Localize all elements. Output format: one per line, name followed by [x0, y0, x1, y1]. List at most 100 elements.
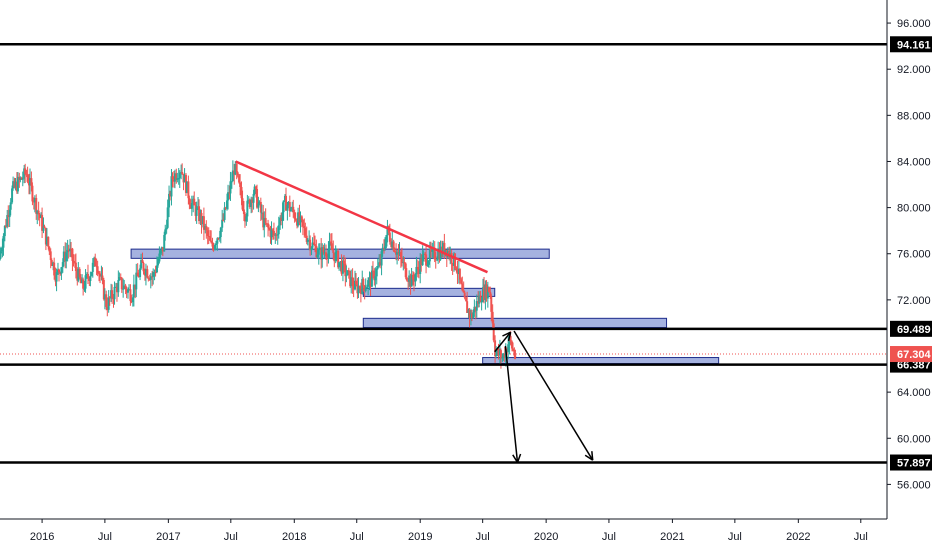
- x-tick-label: Jul: [854, 531, 868, 543]
- candle-body: [115, 286, 118, 293]
- candle-body: [222, 219, 225, 221]
- candle-body: [105, 294, 108, 307]
- candle-body: [422, 253, 425, 255]
- candle-body: [108, 297, 111, 299]
- candle-body: [110, 290, 113, 299]
- candle-body: [373, 270, 376, 281]
- x-tick-label: 2021: [660, 531, 684, 543]
- candle-body: [381, 247, 384, 252]
- candle-body: [111, 290, 114, 299]
- candle-body: [483, 287, 486, 300]
- candle-body: [380, 251, 383, 266]
- candle-body: [136, 272, 139, 277]
- y-tick-label: 84.000: [897, 156, 931, 168]
- candle-body: [135, 272, 138, 290]
- candle-body: [227, 192, 230, 201]
- candle-body: [172, 179, 175, 182]
- arrow-line[interactable]: [504, 345, 519, 463]
- candle-body: [263, 217, 266, 228]
- candle-body: [175, 173, 178, 180]
- candle-body: [113, 286, 116, 300]
- candle-body: [269, 228, 272, 238]
- candle-body: [474, 306, 477, 311]
- candle-body: [398, 252, 401, 254]
- candle-body: [254, 186, 257, 190]
- candle-body: [234, 163, 237, 175]
- candle-body: [338, 262, 341, 268]
- candle-body: [226, 200, 229, 209]
- candle-body: [170, 176, 173, 197]
- candle-body: [209, 236, 212, 241]
- arrow-line[interactable]: [513, 330, 594, 461]
- candle-body: [101, 275, 104, 280]
- candle-body: [384, 246, 387, 249]
- levels-layer: [0, 43, 887, 464]
- candle-body: [395, 252, 398, 255]
- candle-body: [181, 172, 184, 174]
- candle-body: [154, 272, 157, 274]
- candle-body: [142, 262, 145, 272]
- candle-body: [316, 254, 319, 258]
- candle-body: [112, 298, 115, 300]
- candle-body: [66, 249, 69, 253]
- candle-body: [49, 251, 52, 261]
- candle-body: [420, 258, 423, 266]
- candle-body: [293, 212, 296, 219]
- candle-body: [303, 225, 306, 229]
- x-tick-label: 2020: [534, 531, 558, 543]
- candle-body: [70, 248, 73, 250]
- zone-rect[interactable]: [362, 287, 496, 297]
- candle-body: [320, 247, 323, 260]
- zone-rect[interactable]: [130, 248, 550, 259]
- current-price-badge-bg: [890, 346, 932, 363]
- candle-body: [472, 312, 475, 318]
- candle-body: [453, 253, 456, 266]
- candle-body: [42, 226, 45, 231]
- candle-body: [65, 252, 68, 262]
- candle-body: [276, 234, 279, 236]
- candle-body: [76, 270, 79, 281]
- x-tick-label: Jul: [728, 531, 742, 543]
- candle-body: [53, 262, 56, 276]
- candle-body: [340, 261, 343, 274]
- arrow-line[interactable]: [494, 331, 512, 353]
- zone-rect[interactable]: [362, 317, 668, 329]
- candle-body: [277, 225, 280, 235]
- candle-body: [74, 262, 77, 271]
- candle-body: [130, 301, 133, 303]
- candle-body: [67, 249, 70, 252]
- candle-body: [85, 273, 88, 276]
- zone-rect[interactable]: [482, 357, 720, 365]
- candle-body: [289, 209, 292, 212]
- candle-body: [86, 273, 89, 279]
- candle-body: [479, 295, 482, 303]
- candle-body: [199, 212, 202, 222]
- candle-body: [349, 270, 352, 287]
- price-level-badge-bg: [890, 320, 932, 337]
- candle-body: [419, 258, 422, 275]
- candle-body: [424, 253, 427, 255]
- candle-body: [125, 289, 128, 293]
- candle-body: [312, 242, 315, 245]
- candle-body: [236, 172, 239, 176]
- candle-body: [54, 275, 57, 282]
- candle-body: [367, 280, 370, 287]
- candle-body: [352, 286, 355, 290]
- candle-body: [184, 174, 187, 193]
- candle-body: [305, 235, 308, 242]
- current-price-badge: 67.304: [897, 349, 932, 361]
- candle-body: [55, 272, 58, 282]
- trendline[interactable]: [235, 160, 488, 274]
- candle-body: [194, 205, 197, 216]
- candle-body: [351, 277, 354, 287]
- candle-body: [279, 217, 282, 226]
- candle-body: [358, 286, 361, 289]
- candle-body: [47, 236, 50, 247]
- candle-body: [409, 275, 412, 287]
- candle-body: [417, 269, 420, 275]
- candle-body: [90, 271, 93, 276]
- candle-body: [141, 259, 144, 263]
- candle-body: [182, 173, 185, 183]
